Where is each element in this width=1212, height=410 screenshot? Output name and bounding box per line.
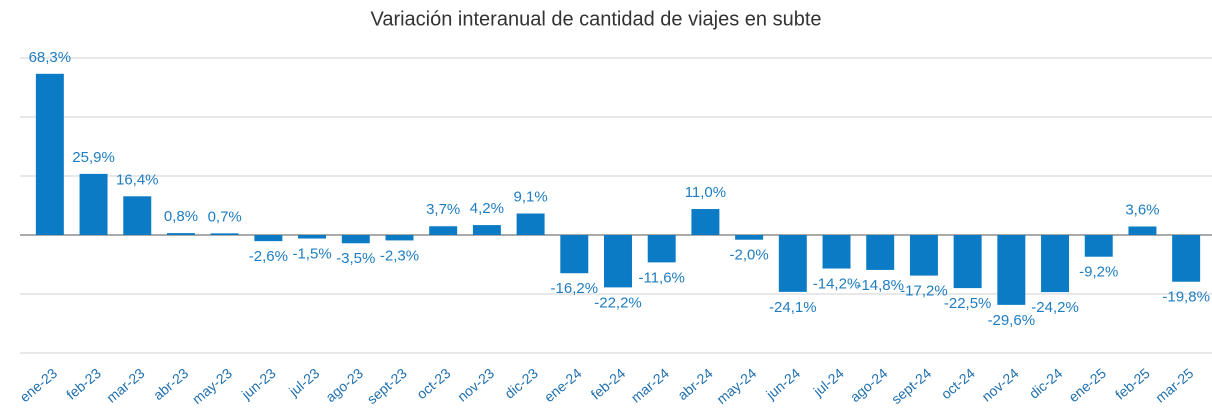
- bar: [385, 235, 414, 241]
- bar: [123, 196, 152, 235]
- bar: [472, 225, 501, 235]
- x-tick-label: feb-23: [63, 365, 104, 403]
- x-tick-label: oct-23: [413, 365, 453, 402]
- bar: [298, 235, 327, 239]
- bar: [166, 233, 195, 235]
- data-label: -2,0%: [730, 247, 769, 264]
- bar: [997, 235, 1026, 305]
- x-tick-label: ago-23: [322, 365, 366, 405]
- data-label: 0,8%: [164, 208, 198, 225]
- x-tick-label: mar-24: [628, 365, 672, 406]
- bar: [1084, 235, 1113, 257]
- x-tick-label: may-23: [189, 365, 235, 407]
- data-label: 0,7%: [208, 208, 242, 225]
- bar: [778, 235, 807, 292]
- bar: [560, 235, 589, 274]
- data-label: -11,6%: [638, 269, 684, 286]
- x-tick-label: ago-24: [847, 365, 891, 405]
- data-label: -22,2%: [594, 294, 642, 311]
- x-tick-label: dic-23: [501, 365, 541, 402]
- data-label: -2,6%: [249, 248, 288, 265]
- bar: [516, 213, 545, 235]
- bar: [35, 73, 64, 235]
- data-label: 3,6%: [1125, 201, 1159, 218]
- x-tick-label: jul-23: [285, 365, 322, 400]
- data-label: 11,0%: [685, 184, 726, 201]
- bar: [691, 209, 720, 235]
- x-tick-label: may-24: [713, 365, 759, 407]
- bar: [909, 235, 938, 276]
- data-label: -29,6%: [988, 312, 1036, 329]
- x-tick-label: jun-24: [762, 365, 803, 403]
- x-tick-label: nov-24: [979, 365, 1022, 405]
- x-tick-label: sept-23: [364, 365, 410, 407]
- data-label: -1,5%: [292, 246, 331, 263]
- data-label: -14,2%: [813, 275, 861, 292]
- data-label: 3,7%: [426, 201, 460, 218]
- data-label: 16,4%: [116, 171, 159, 188]
- data-label: -2,3%: [380, 247, 419, 264]
- data-label: -19,8%: [1162, 289, 1210, 306]
- bar: [429, 226, 458, 235]
- x-tick-label: nov-23: [454, 365, 497, 405]
- data-label: -14,8%: [856, 277, 904, 294]
- data-label: -17,2%: [900, 283, 948, 300]
- bar: [1172, 235, 1201, 282]
- x-tick-label: ene-24: [541, 365, 585, 405]
- x-tick-label: jun-23: [238, 365, 279, 403]
- data-label: -9,2%: [1079, 264, 1118, 281]
- data-label: 4,2%: [470, 200, 504, 217]
- x-tick-label: oct-24: [938, 365, 978, 402]
- x-tick-label: feb-25: [1112, 365, 1153, 403]
- data-label: -24,1%: [769, 299, 817, 316]
- data-label: -24,2%: [1031, 299, 1079, 316]
- x-tick-label: dic-24: [1026, 365, 1066, 402]
- bar: [735, 235, 764, 240]
- x-tick-label: sept-24: [888, 365, 934, 407]
- x-tick-label: ene-23: [16, 365, 60, 405]
- data-label: -16,2%: [551, 280, 599, 297]
- x-tick-label: ene-25: [1065, 365, 1109, 405]
- bar: [254, 235, 283, 242]
- bar: [953, 235, 982, 289]
- data-label: 9,1%: [513, 188, 547, 205]
- chart-title: Variación interanual de cantidad de viaj…: [370, 8, 821, 30]
- bar: [647, 235, 676, 263]
- bar: [604, 235, 632, 288]
- x-tick-label: jul-24: [810, 365, 847, 400]
- bar: [341, 235, 370, 244]
- data-label: -3,5%: [336, 250, 375, 267]
- x-tick-label: mar-25: [1152, 365, 1196, 406]
- x-tick-label: feb-24: [588, 365, 629, 403]
- data-label: 25,9%: [72, 149, 115, 166]
- bar: [822, 235, 851, 269]
- data-label: 68,3%: [29, 49, 72, 66]
- bar: [1128, 226, 1157, 235]
- x-tick-label: mar-23: [103, 365, 147, 406]
- bar: [866, 235, 895, 270]
- x-tick-label: abr-23: [150, 365, 191, 403]
- x-tick-label: abr-24: [674, 365, 715, 403]
- bar: [79, 173, 108, 235]
- bar: [1041, 235, 1070, 293]
- bar: [210, 233, 239, 235]
- data-label: -22,5%: [944, 295, 992, 312]
